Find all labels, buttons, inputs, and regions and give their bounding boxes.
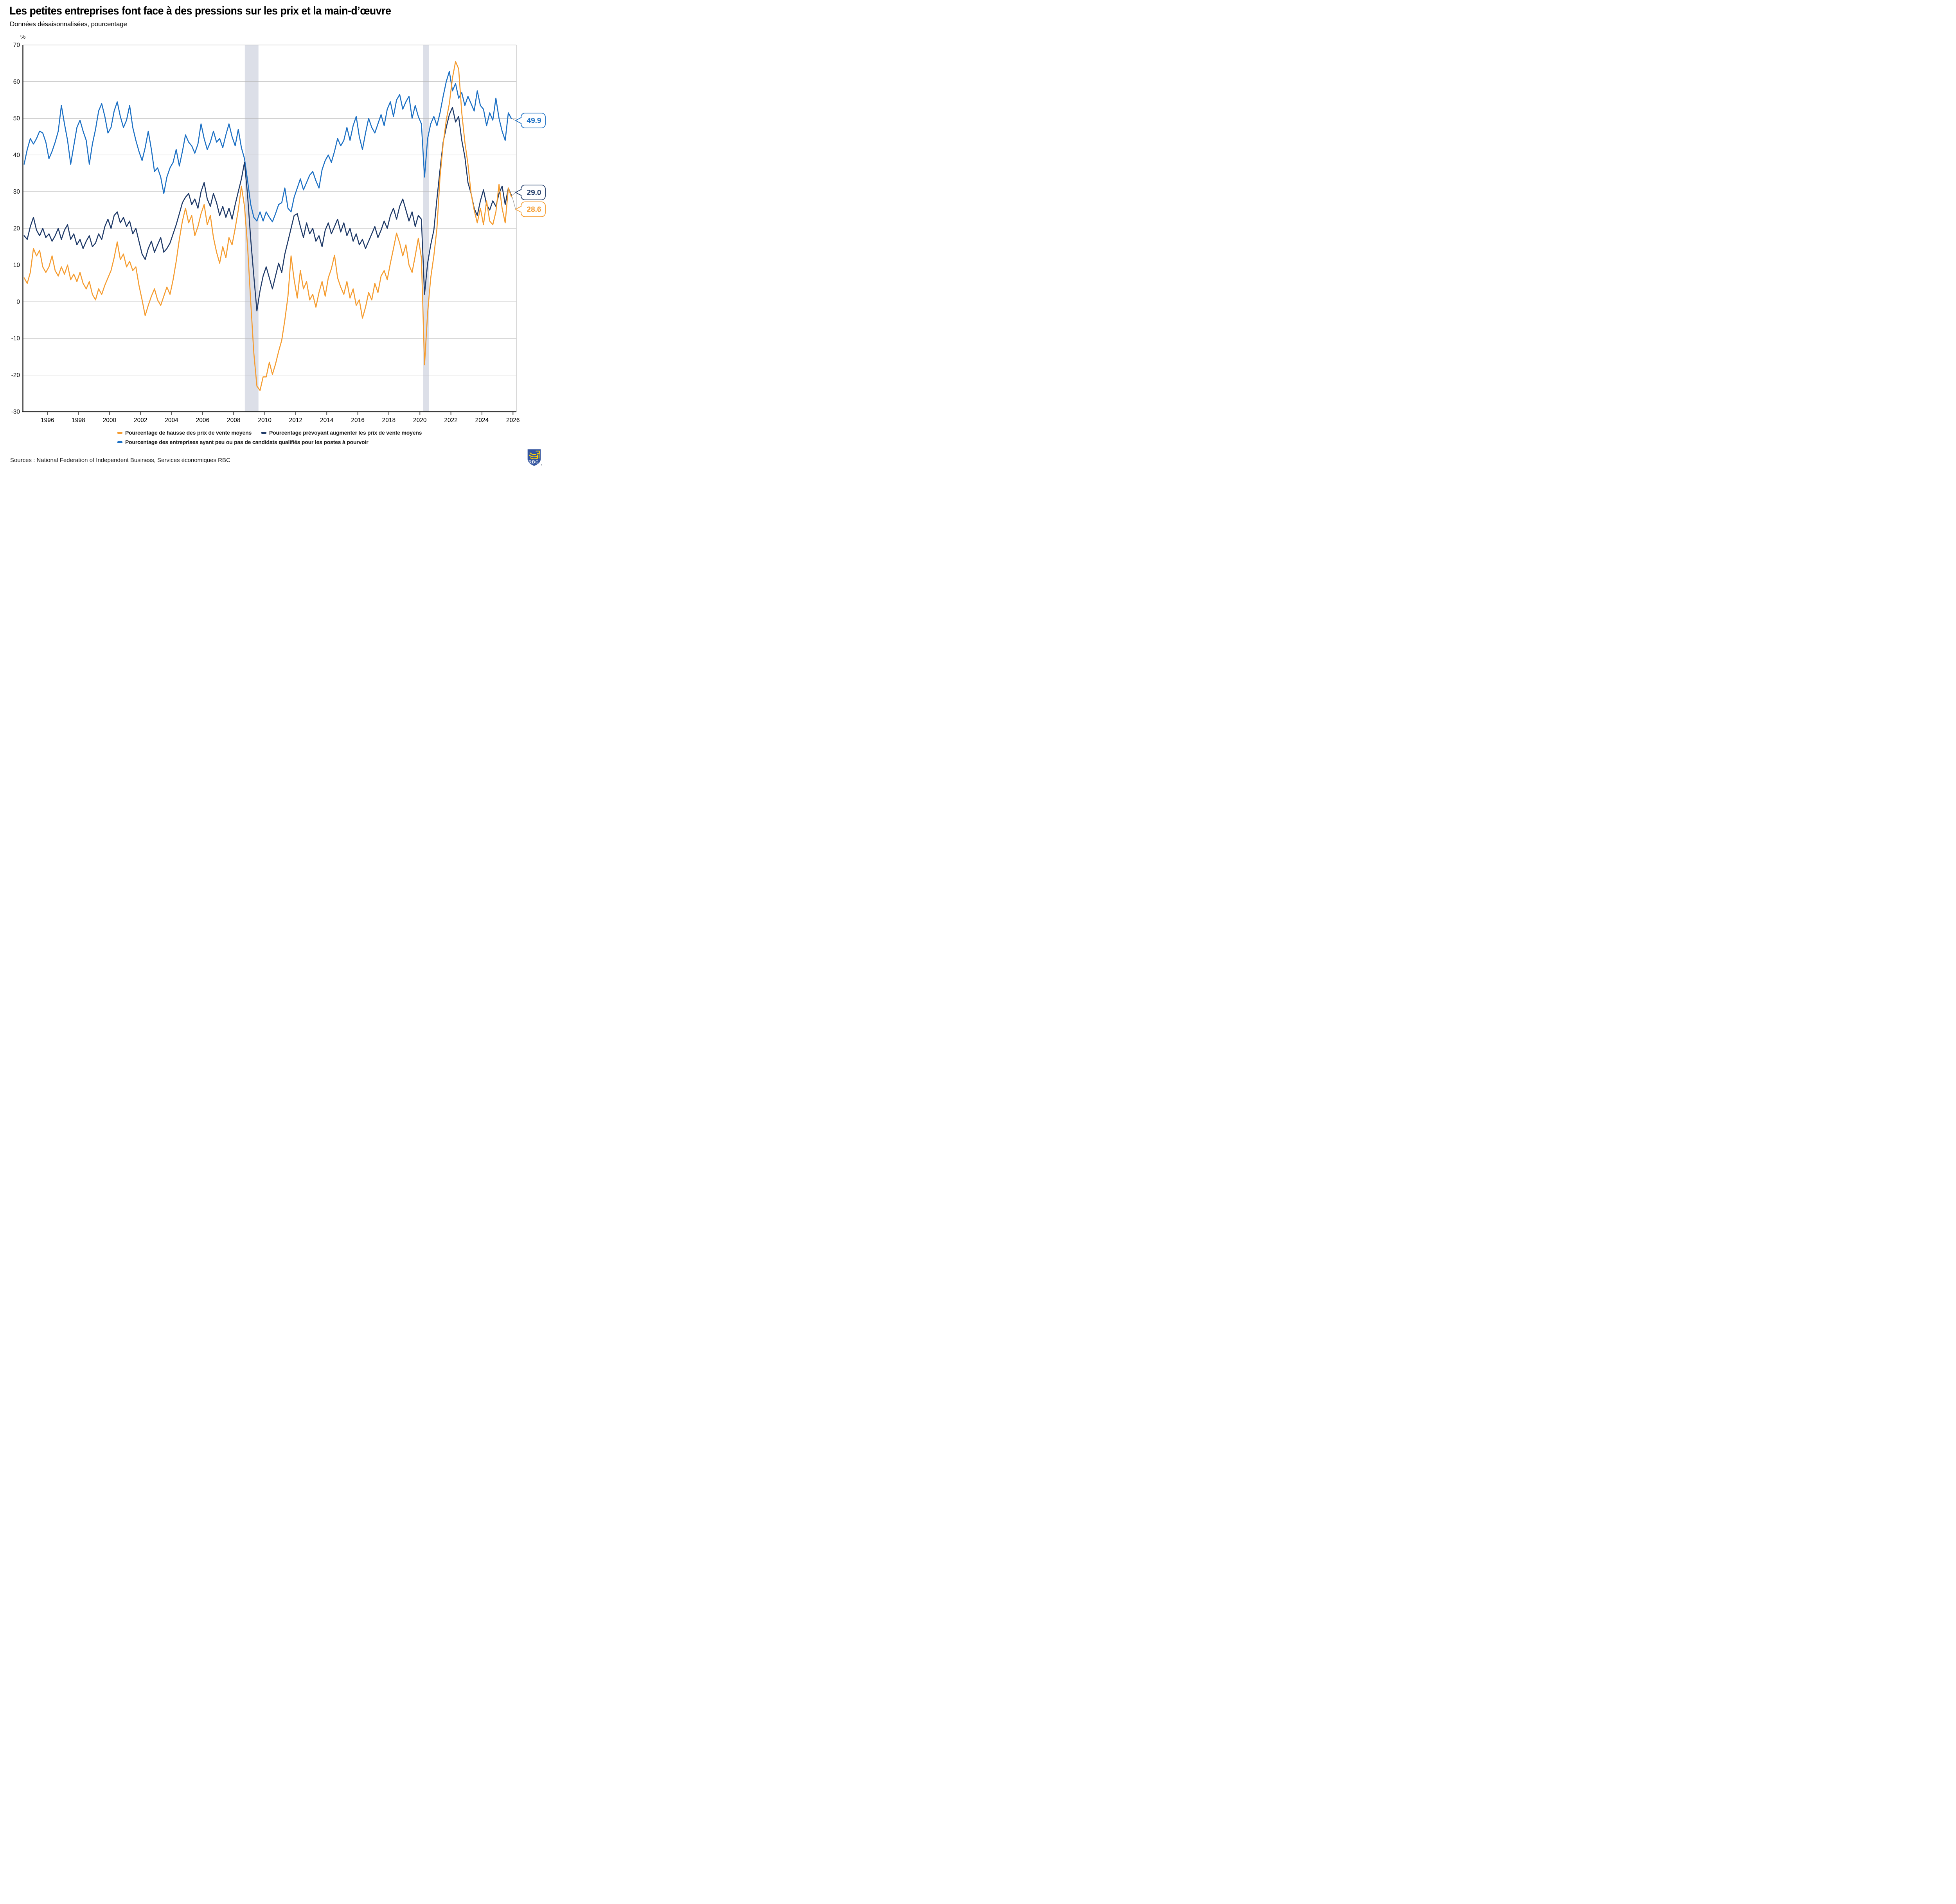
series-line-2 xyxy=(23,71,512,223)
y-tick-label--10: -10 xyxy=(11,335,20,342)
source-note: Sources : National Federation of Indepen… xyxy=(10,457,230,464)
legend-swatch-orange-icon xyxy=(117,432,122,434)
legend-label: Pourcentage des entreprises ayant peu ou… xyxy=(125,439,369,445)
y-tick-label-40: 40 xyxy=(13,152,20,158)
callout-leader-0 xyxy=(512,196,516,210)
y-tick-label-50: 50 xyxy=(13,115,20,122)
y-tick-label-20: 20 xyxy=(13,225,20,232)
legend: Pourcentage de hausse des prix de vente … xyxy=(117,430,422,445)
x-tick-label-2014: 2014 xyxy=(320,417,334,424)
series-line-0 xyxy=(23,61,512,391)
callout-value-2: 49.9 xyxy=(527,117,541,125)
rbc-logo-icon: RBC xyxy=(527,449,542,466)
x-tick-label-2026: 2026 xyxy=(506,417,520,424)
series-line-1 xyxy=(23,107,512,312)
callout-leader-1 xyxy=(512,192,516,196)
legend-item-candidats: Pourcentage des entreprises ayant peu ou… xyxy=(117,439,369,445)
legend-item-prix-prevoyant: Pourcentage prévoyant augmenter les prix… xyxy=(261,430,422,436)
x-tick-label-2018: 2018 xyxy=(382,417,396,424)
x-tick-label-1996: 1996 xyxy=(41,417,54,424)
callout-beak-2 xyxy=(515,117,522,124)
chart-svg: 1996 1998 2000 2002 2004 2006 2008 2010 2012 2014… xyxy=(11,42,546,424)
x-tick-label-2020: 2020 xyxy=(413,417,427,424)
x-tick-label-1998: 1998 xyxy=(72,417,85,424)
x-tick-label-2004: 2004 xyxy=(165,417,178,424)
svg-text:RBC: RBC xyxy=(529,460,539,464)
callout-value-0: 28.6 xyxy=(527,206,541,214)
callout-value-1: 29.0 xyxy=(527,189,541,197)
callout-beak-1 xyxy=(515,189,522,196)
legend-item-prix-hausse: Pourcentage de hausse des prix de vente … xyxy=(117,430,261,436)
legend-swatch-navy-icon xyxy=(261,432,266,434)
x-tick-label-2000: 2000 xyxy=(103,417,117,424)
x-tick-label-2012: 2012 xyxy=(289,417,302,424)
x-tick-label-2024: 2024 xyxy=(475,417,489,424)
page: { "title": "Les petites entreprises font… xyxy=(0,0,547,476)
x-tick-label-2006: 2006 xyxy=(196,417,209,424)
legend-label: Pourcentage de hausse des prix de vente … xyxy=(125,430,252,436)
legend-swatch-blue-icon xyxy=(117,441,122,443)
y-tick-label-70: 70 xyxy=(13,42,20,49)
x-tick-label-2022: 2022 xyxy=(444,417,457,424)
y-tick-label-10: 10 xyxy=(13,262,20,269)
y-tick-label--30: -30 xyxy=(11,409,20,415)
y-tick-label-0: 0 xyxy=(16,298,20,305)
legend-row-2: Pourcentage des entreprises ayant peu ou… xyxy=(117,439,422,445)
y-tick-label-60: 60 xyxy=(13,79,20,85)
y-axis-unit-label: % xyxy=(20,34,26,40)
legend-label: Pourcentage prévoyant augmenter les prix… xyxy=(269,430,422,436)
x-tick-label-2008: 2008 xyxy=(227,417,240,424)
x-tick-label-2002: 2002 xyxy=(134,417,147,424)
y-tick-label--20: -20 xyxy=(11,372,20,379)
x-tick-label-2010: 2010 xyxy=(258,417,271,424)
x-tick-label-2016: 2016 xyxy=(351,417,364,424)
page-subtitle: Données désaisonnalisées, pourcentage xyxy=(10,20,127,28)
legend-row-1: Pourcentage de hausse des prix de vente … xyxy=(117,430,422,436)
callout-beak-0 xyxy=(515,206,522,213)
y-tick-label-30: 30 xyxy=(13,189,20,195)
page-title: Les petites entreprises font face à des … xyxy=(9,5,391,17)
callout-leader-2 xyxy=(512,118,516,121)
